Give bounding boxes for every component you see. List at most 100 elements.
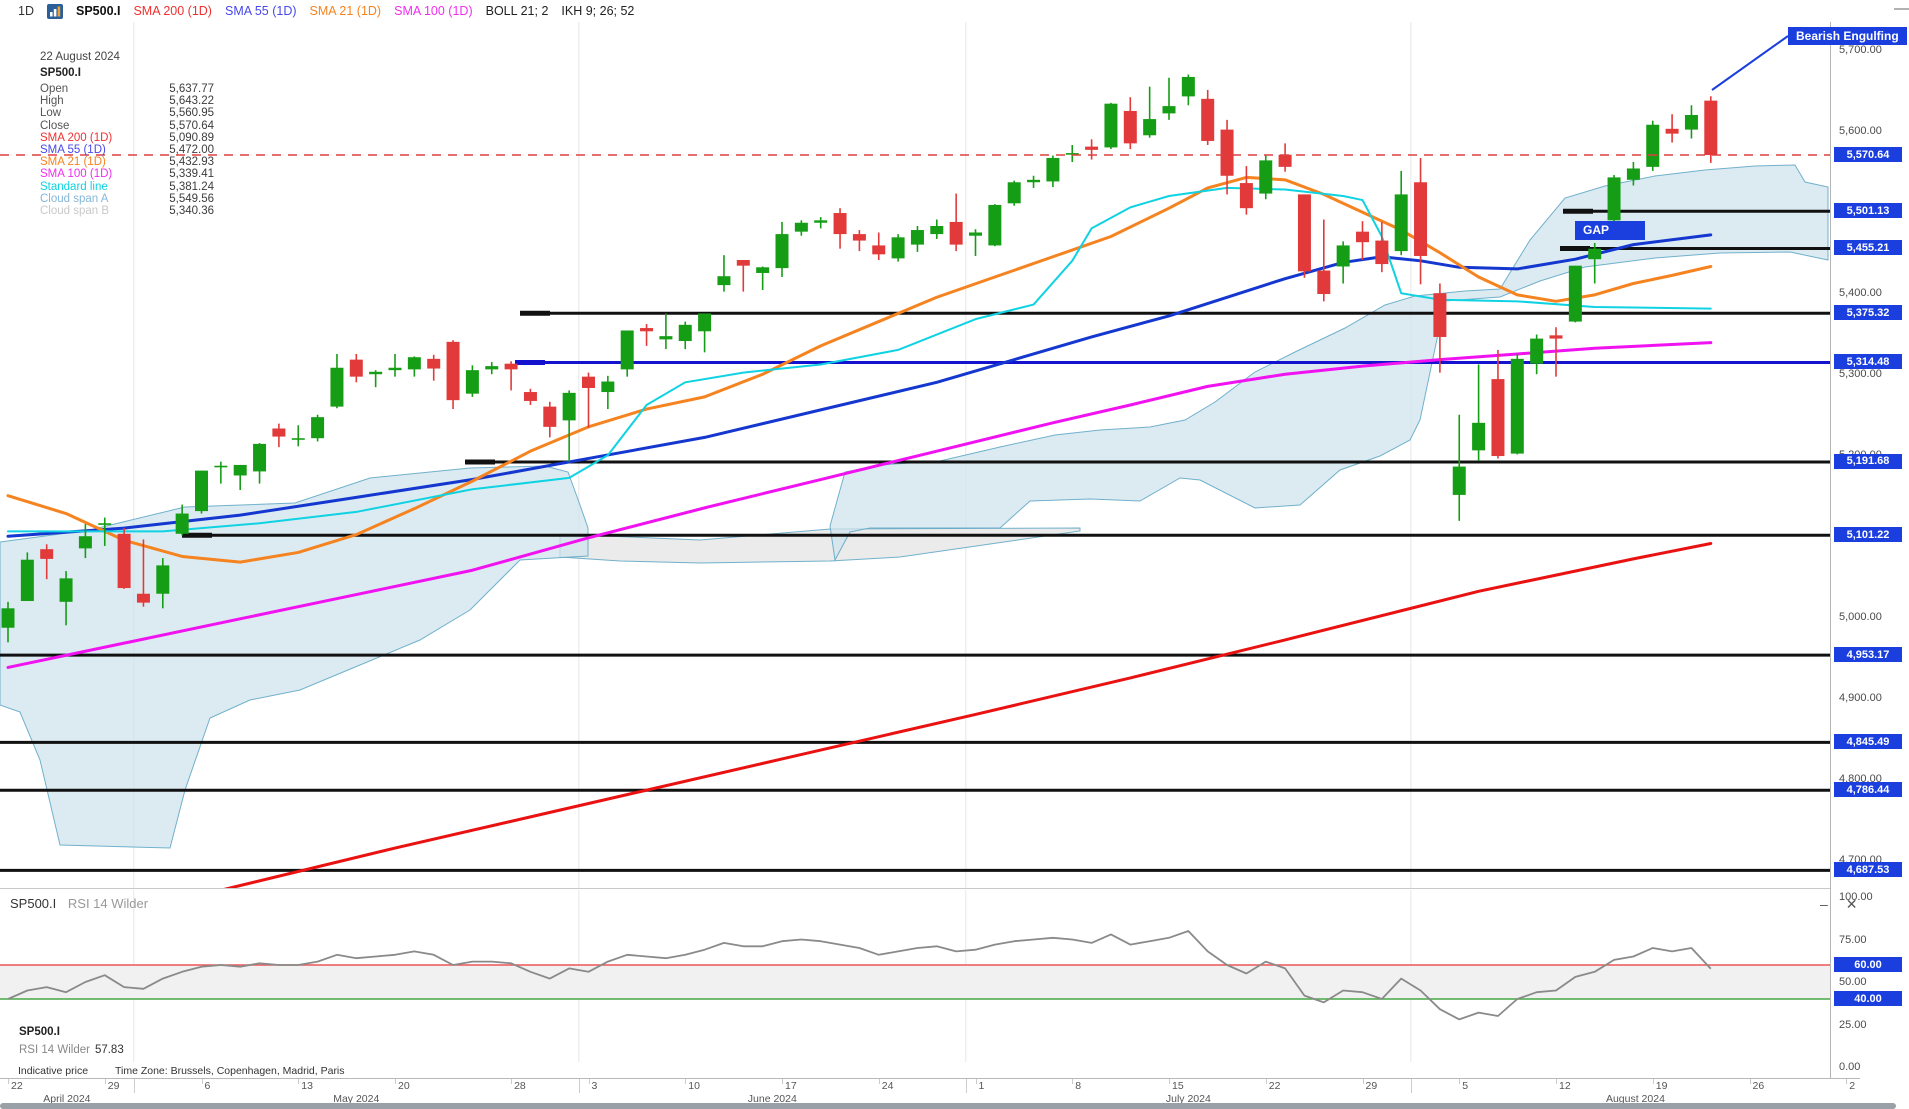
- rsi-info-panel: SP500.I RSI 14 Wilder 57.83: [19, 1026, 124, 1056]
- candle-down: [1414, 182, 1428, 256]
- close-rsi-icon[interactable]: ✕: [1845, 896, 1858, 912]
- symbol-label[interactable]: SP500.I: [75, 4, 121, 18]
- pane-separator: [0, 888, 1909, 889]
- rsi-level-badge: 40.00: [1834, 991, 1902, 1006]
- current-price-badge: 5,570.64: [1834, 147, 1902, 162]
- date-tick: 28: [514, 1080, 526, 1092]
- price-axis[interactable]: 5,700.005,600.005,400.005,300.005,200.00…: [1830, 22, 1909, 1073]
- candle-down: [1297, 194, 1311, 272]
- candle-up: [1007, 182, 1021, 204]
- candle-down: [833, 213, 847, 235]
- rsi-chart-canvas[interactable]: [0, 890, 1830, 1064]
- candle-up: [175, 513, 189, 534]
- candle-down: [1665, 128, 1679, 134]
- gap-annotation[interactable]: GAP: [1575, 221, 1645, 240]
- pattern-pointer-line[interactable]: [1711, 35, 1789, 91]
- sma-55-line: [6, 233, 1713, 538]
- tick-mark: [588, 1079, 590, 1084]
- candle-down: [1491, 379, 1505, 457]
- minimize-rsi-icon[interactable]: –: [1820, 896, 1828, 912]
- ichimoku-cloud-left: [0, 465, 589, 849]
- price-axis-tick: 5,000.00: [1839, 611, 1882, 624]
- info-row: Close 5,570.64: [40, 120, 230, 132]
- date-tick: 26: [1752, 1080, 1765, 1092]
- month-label: April 2024: [43, 1093, 91, 1105]
- month-label: August 2024: [1605, 1093, 1665, 1105]
- rsi-pane-controls: – ✕: [1806, 896, 1857, 913]
- bearish-engulfing-annotation[interactable]: Bearish Engulfing: [1788, 27, 1907, 45]
- axis-border: [1830, 890, 1831, 1078]
- candle-up: [988, 204, 1002, 246]
- info-row: Low 5,560.95: [40, 107, 230, 119]
- info-row-label: Cloud span B: [40, 204, 110, 217]
- tick-mark: [511, 1079, 513, 1084]
- sma-200-line: [223, 542, 1713, 888]
- candle-up: [407, 357, 421, 370]
- candle-up: [601, 381, 615, 393]
- legend-item[interactable]: IKH 9; 26; 52: [561, 4, 635, 18]
- rsi-header-symbol: SP500.I: [10, 896, 57, 911]
- date-tick: 6: [204, 1080, 211, 1092]
- info-row-label: SMA 100 (1D): [40, 168, 113, 181]
- candle-up: [1394, 194, 1408, 252]
- info-row-label: SMA 55 (1D): [40, 143, 106, 156]
- candle-up: [291, 438, 305, 440]
- candle-down: [427, 358, 441, 369]
- instrument-icon: [46, 3, 63, 19]
- info-row-value: 5,339.41: [169, 168, 214, 181]
- horizontal-scrollbar[interactable]: [0, 1103, 1896, 1109]
- info-row: Open 5,637.77: [40, 83, 230, 95]
- date-tick: 17: [785, 1080, 797, 1092]
- candle-down: [1433, 293, 1447, 337]
- legend-item[interactable]: BOLL 21; 2: [485, 4, 549, 18]
- indicator-legend: SMA 200 (1D) SMA 55 (1D) SMA 21 (1D) SMA 10…: [133, 4, 634, 18]
- info-row: Cloud span A 5,549.56: [40, 193, 230, 205]
- sma-21-line: [6, 175, 1713, 564]
- candle-up: [1607, 177, 1621, 221]
- tick-mark: [1846, 1079, 1848, 1084]
- info-row-value: 5,432.93: [169, 156, 214, 169]
- indicative-price-label: Indicative price: [18, 1065, 89, 1077]
- candle-up: [794, 222, 808, 232]
- tick-mark: [1652, 1079, 1654, 1084]
- date-axis[interactable]: 22 29 6 13 20 28 3 10 17 24 1 8 15 22 29 5 12 19 26 2: [0, 1078, 1860, 1105]
- interval-selector[interactable]: 1D: [18, 4, 34, 18]
- candle-up: [1646, 124, 1660, 167]
- legend-item[interactable]: SMA 100 (1D): [394, 4, 473, 18]
- legend-item[interactable]: SMA 55 (1D): [224, 4, 297, 18]
- rsi-axis-tick: 25.00: [1839, 1018, 1867, 1031]
- candle-down: [852, 234, 866, 241]
- info-row-label: SMA 21 (1D): [40, 156, 106, 169]
- info-row: Cloud span B 5,340.36: [40, 205, 230, 217]
- date-tick: 15: [1172, 1080, 1184, 1092]
- price-chart-canvas[interactable]: [0, 0, 1909, 888]
- collapse-chart-icon[interactable]: —: [1894, 0, 1909, 17]
- sma-100-line: [6, 341, 1713, 669]
- candle-up: [1027, 179, 1041, 183]
- candle-up: [1, 608, 15, 628]
- tick-mark: [104, 1079, 106, 1084]
- ichimoku-cloud-twist: [559, 527, 1081, 564]
- info-row: SMA 200 (1D) 5,090.89: [40, 132, 230, 144]
- date-tick: 22: [1268, 1080, 1281, 1092]
- tick-mark: [1362, 1079, 1364, 1084]
- candle-up: [20, 559, 34, 602]
- info-row-value: 5,472.00: [169, 143, 214, 156]
- legend-item[interactable]: SMA 21 (1D): [309, 4, 382, 18]
- candle-down: [504, 363, 518, 370]
- candle-up: [214, 465, 228, 468]
- date-tick: 2: [1849, 1080, 1856, 1092]
- price-level-badge: 5,101.22: [1834, 527, 1902, 543]
- candle-up: [1684, 115, 1698, 130]
- candle-down: [1375, 240, 1389, 265]
- candle-down: [1704, 100, 1718, 156]
- price-axis-tick: 4,900.00: [1839, 692, 1882, 705]
- month-axis: April 2024 May 2024 June 2024 July 2024 Augu…: [0, 1093, 1860, 1105]
- info-row: SMA 55 (1D) 5,472.00: [40, 144, 230, 156]
- ohlc-info-panel: 22 August 2024 SP500.I Open 5,637.77 High 5…: [40, 51, 230, 217]
- date-tick: 20: [398, 1080, 410, 1092]
- info-row-value: 5,643.22: [169, 95, 214, 108]
- rsi-axis-tick: 100.00: [1839, 891, 1873, 903]
- legend-item[interactable]: SMA 200 (1D): [133, 4, 212, 18]
